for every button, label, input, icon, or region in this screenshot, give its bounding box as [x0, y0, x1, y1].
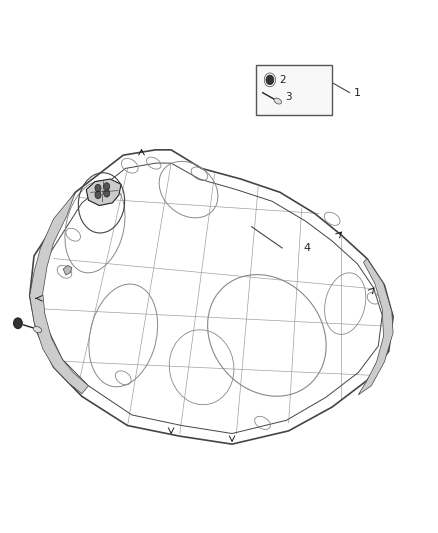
Polygon shape — [358, 259, 393, 395]
Text: 3: 3 — [286, 92, 292, 102]
Polygon shape — [30, 192, 88, 394]
Circle shape — [104, 183, 110, 190]
Circle shape — [266, 75, 274, 85]
Circle shape — [95, 191, 101, 199]
Bar — [256, 65, 332, 115]
Polygon shape — [63, 265, 72, 275]
Polygon shape — [86, 179, 121, 206]
Ellipse shape — [33, 327, 42, 333]
Text: 2: 2 — [279, 75, 286, 85]
Circle shape — [95, 184, 101, 192]
Circle shape — [104, 190, 110, 197]
Text: 1: 1 — [354, 87, 361, 98]
Text: 4: 4 — [304, 243, 311, 253]
Circle shape — [14, 318, 22, 328]
Ellipse shape — [274, 98, 282, 104]
